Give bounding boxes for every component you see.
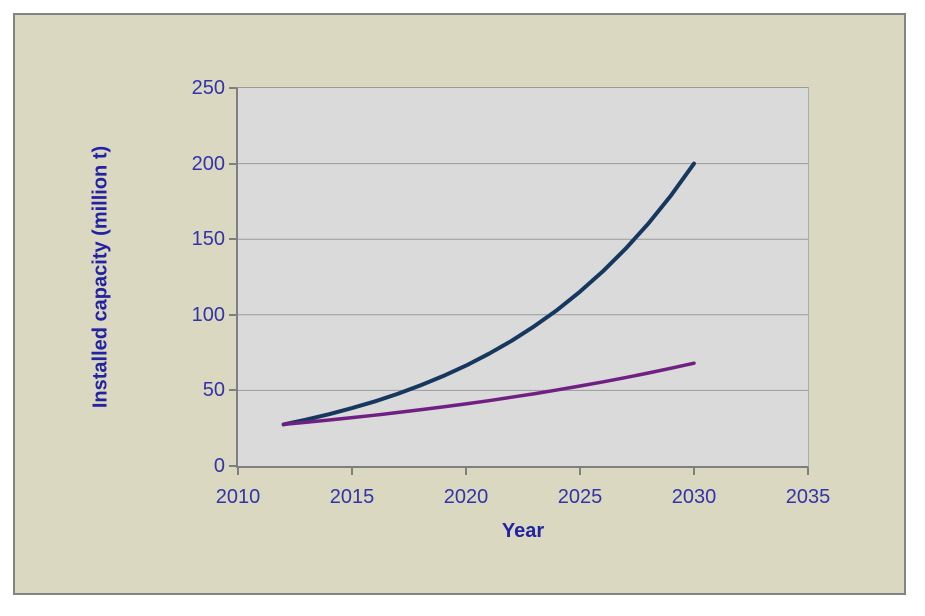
y-axis-title: Installed capacity (million t) bbox=[89, 145, 112, 409]
plot-svg bbox=[238, 161, 808, 427]
y-tick-mark bbox=[229, 465, 236, 467]
chart-frame: 0 50 100 150 200 250 2010 2015 2020 2025 2030 2035… bbox=[13, 13, 906, 595]
y-tick-label: 50 bbox=[202, 379, 225, 402]
y-tick-mark bbox=[229, 313, 236, 316]
x-tick-label: 2020 bbox=[443, 486, 489, 508]
series-1-dark-blue bbox=[281, 161, 696, 427]
x-tick-label: 2010 bbox=[215, 486, 261, 508]
y-tick-label: 100 bbox=[191, 303, 225, 326]
x-tick-mark bbox=[351, 468, 353, 475]
y-tick-label: 200 bbox=[191, 152, 225, 175]
y-tick-label: 150 bbox=[191, 228, 225, 251]
x-tick-label: 2025 bbox=[557, 486, 603, 508]
y-tick-mark bbox=[229, 389, 236, 392]
y-tick-label: 0 bbox=[213, 455, 225, 477]
gridlines bbox=[238, 163, 808, 391]
x-tick-label: 2030 bbox=[671, 486, 717, 508]
y-tick-label: 250 bbox=[191, 77, 225, 99]
x-axis-title: Year bbox=[501, 520, 545, 542]
x-tick-mark bbox=[237, 468, 239, 475]
x-tick-mark bbox=[693, 468, 695, 475]
x-tick-mark bbox=[465, 468, 467, 475]
y-tick-mark bbox=[229, 238, 236, 241]
x-tick-label: 2035 bbox=[785, 486, 831, 508]
series-2-purple bbox=[281, 361, 696, 427]
x-tick-mark bbox=[807, 468, 809, 475]
x-tick-mark bbox=[579, 468, 581, 475]
series-lines bbox=[281, 161, 696, 427]
y-tick-mark bbox=[229, 162, 236, 165]
x-tick-label: 2015 bbox=[329, 486, 375, 508]
plot-area bbox=[236, 87, 809, 468]
y-tick-mark bbox=[229, 87, 236, 89]
